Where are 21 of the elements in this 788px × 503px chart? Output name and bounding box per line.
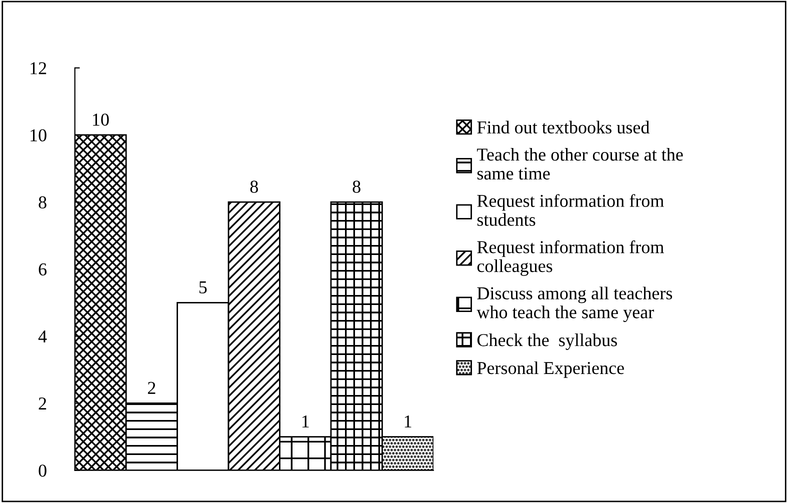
y-tick-label: 0 [38,464,46,477]
data-label: 1 [302,415,309,428]
y-tick-label: 8 [38,196,46,208]
data-label: 8 [250,180,258,193]
data-label: 8 [352,180,360,193]
y-tick-label: 6 [38,263,47,276]
y-tick-label: 12 [30,62,46,74]
data-label: 5 [199,281,207,294]
y-tick-label: 2 [38,398,46,410]
legend-label: Request information from colleagues [477,240,664,276]
y-tick-label: 10 [30,129,46,142]
legend-label: Check the syllabus [477,334,617,350]
legend-label: Personal Experience [477,361,624,378]
data-label: 2 [148,382,156,394]
data-label: 10 [93,114,109,126]
legend-label: Discuss among all teachers who teach the same year [476,286,672,322]
y-tick-label: 4 [38,330,47,342]
legend-label: Teach the other course at the same time [477,148,683,180]
legend-label: Request information from students [477,194,664,226]
legend-label: Find out textbooks used [477,120,650,134]
data-label: 1 [404,415,412,428]
